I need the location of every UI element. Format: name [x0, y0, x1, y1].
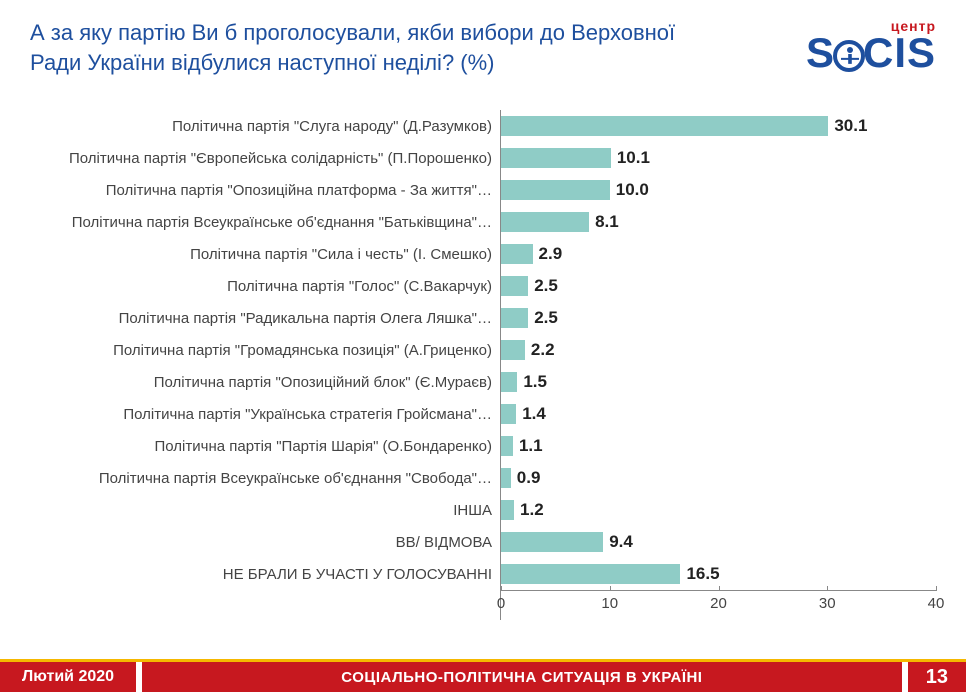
bar-chart: Політична партія "Слуга народу" (Д.Разум… [30, 110, 936, 637]
bar-label: Політична партія "Сила і честь" (І. Смеш… [30, 246, 500, 263]
logo-person-icon [833, 40, 865, 72]
chart-row: Політична партія "Опозиційна платформа -… [30, 174, 936, 206]
bar-plot-cell: 8.1 [500, 206, 936, 238]
x-tick-label: 10 [601, 595, 618, 612]
chart-row: Політична партія "Опозиційний блок" (Є.М… [30, 366, 936, 398]
bar-label: Політична партія Всеукраїнське об'єднанн… [30, 470, 500, 487]
bar-plot-cell: 10.0 [500, 174, 936, 206]
x-tick-label: 20 [710, 595, 727, 612]
bar-label: ІНША [30, 502, 500, 519]
bar-value: 30.1 [828, 116, 867, 136]
footer-page-number: 13 [908, 662, 966, 692]
chart-row: ІНША 1.2 [30, 494, 936, 526]
bar [501, 372, 517, 392]
bar-label: Політична партія "Громадянська позиція" … [30, 342, 500, 359]
x-tick [501, 586, 502, 591]
x-tick-label: 30 [819, 595, 836, 612]
chart-row: Політична партія "Голос" (С.Вакарчук) 2.5 [30, 270, 936, 302]
bar-plot-cell: 1.4 [500, 398, 936, 430]
x-tick-label: 40 [928, 595, 945, 612]
bar-label: Політична партія Всеукраїнське об'єднанн… [30, 214, 500, 231]
chart-title: А за яку партію Ви б проголосували, якби… [30, 18, 710, 77]
bar-label: Політична партія "Слуга народу" (Д.Разум… [30, 118, 500, 135]
bar-value: 0.9 [511, 468, 541, 488]
bar-label: Політична партія "Партія Шарія" (О.Бонда… [30, 438, 500, 455]
x-tick [719, 586, 720, 591]
chart-row: Політична партія Всеукраїнське об'єднанн… [30, 206, 936, 238]
bar [501, 404, 516, 424]
bar-value: 2.9 [533, 244, 563, 264]
bar-label: НЕ БРАЛИ Б УЧАСТІ У ГОЛОСУВАННІ [30, 566, 500, 583]
bar-value: 2.5 [528, 308, 558, 328]
bar [501, 436, 513, 456]
x-tick [827, 586, 828, 591]
chart-row: Політична партія "Радикальна партія Олег… [30, 302, 936, 334]
bar-value: 8.1 [589, 212, 619, 232]
bar-value: 1.5 [517, 372, 547, 392]
chart-row: Політична партія "Європейська солідарніс… [30, 142, 936, 174]
bar-label: Політична партія "Опозиційна платформа -… [30, 182, 500, 199]
bar-value: 1.4 [516, 404, 546, 424]
bar-plot-cell: 2.2 [500, 334, 936, 366]
chart-row: Політична партія "Партія Шарія" (О.Бонда… [30, 430, 936, 462]
bar-value: 16.5 [680, 564, 719, 584]
bar-label: Політична партія "Європейська солідарніс… [30, 150, 500, 167]
logo-right: CIS [863, 29, 936, 76]
bar-value: 10.0 [610, 180, 649, 200]
chart-row: Політична партія "Громадянська позиція" … [30, 334, 936, 366]
bar [501, 532, 603, 552]
bar-label: Політична партія "Опозиційний блок" (Є.М… [30, 374, 500, 391]
bar [501, 148, 611, 168]
bar-value: 2.2 [525, 340, 555, 360]
bar-plot-cell: 10.1 [500, 142, 936, 174]
bar-value: 1.1 [513, 436, 543, 456]
header: А за яку партію Ви б проголосували, якби… [0, 0, 966, 87]
bar-plot-cell: 2.5 [500, 270, 936, 302]
x-tick [936, 586, 937, 591]
chart-row: НЕ БРАЛИ Б УЧАСТІ У ГОЛОСУВАННІ 16.5 [30, 558, 936, 590]
bar [501, 212, 589, 232]
footer-title: СОЦІАЛЬНО-ПОЛІТИЧНА СИТУАЦІЯ В УКРАЇНІ [142, 662, 902, 692]
footer: Лютий 2020 СОЦІАЛЬНО-ПОЛІТИЧНА СИТУАЦІЯ … [0, 662, 966, 692]
bar-value: 2.5 [528, 276, 558, 296]
chart-row: Політична партія Всеукраїнське об'єднанн… [30, 462, 936, 494]
chart-row: Політична партія "Сила і честь" (І. Смеш… [30, 238, 936, 270]
bar-plot-cell: 2.9 [500, 238, 936, 270]
bar [501, 340, 525, 360]
bar [501, 116, 828, 136]
bar-plot-cell: 0.9 [500, 462, 936, 494]
chart-row: Політична партія "Українська стратегія Г… [30, 398, 936, 430]
bar-value: 1.2 [514, 500, 544, 520]
chart-row: Політична партія "Слуга народу" (Д.Разум… [30, 110, 936, 142]
bar [501, 564, 680, 584]
bar-value: 10.1 [611, 148, 650, 168]
bar-plot-cell: 30.1 [500, 110, 936, 142]
bar [501, 468, 511, 488]
bar-plot-cell: 9.4 [500, 526, 936, 558]
bar-plot-cell: 1.2 [500, 494, 936, 526]
bar-label: ВВ/ ВІДМОВА [30, 534, 500, 551]
x-axis: 010203040 [30, 590, 936, 620]
bar-plot-cell: 1.5 [500, 366, 936, 398]
bar-label: Політична партія "Голос" (С.Вакарчук) [30, 278, 500, 295]
bar-plot-cell: 1.1 [500, 430, 936, 462]
bar [501, 180, 610, 200]
bar [501, 276, 528, 296]
x-tick [610, 586, 611, 591]
logo: центр SCIS [806, 18, 936, 72]
chart-row: ВВ/ ВІДМОВА 9.4 [30, 526, 936, 558]
bar [501, 308, 528, 328]
bar-label: Політична партія "Українська стратегія Г… [30, 406, 500, 423]
bar-label: Політична партія "Радикальна партія Олег… [30, 310, 500, 327]
logo-text: SCIS [806, 34, 936, 72]
footer-date: Лютий 2020 [0, 662, 136, 692]
bar-value: 9.4 [603, 532, 633, 552]
bar [501, 244, 533, 264]
logo-left: S [806, 29, 835, 76]
bar-plot-cell: 2.5 [500, 302, 936, 334]
bar [501, 500, 514, 520]
x-tick-label: 0 [497, 595, 505, 612]
